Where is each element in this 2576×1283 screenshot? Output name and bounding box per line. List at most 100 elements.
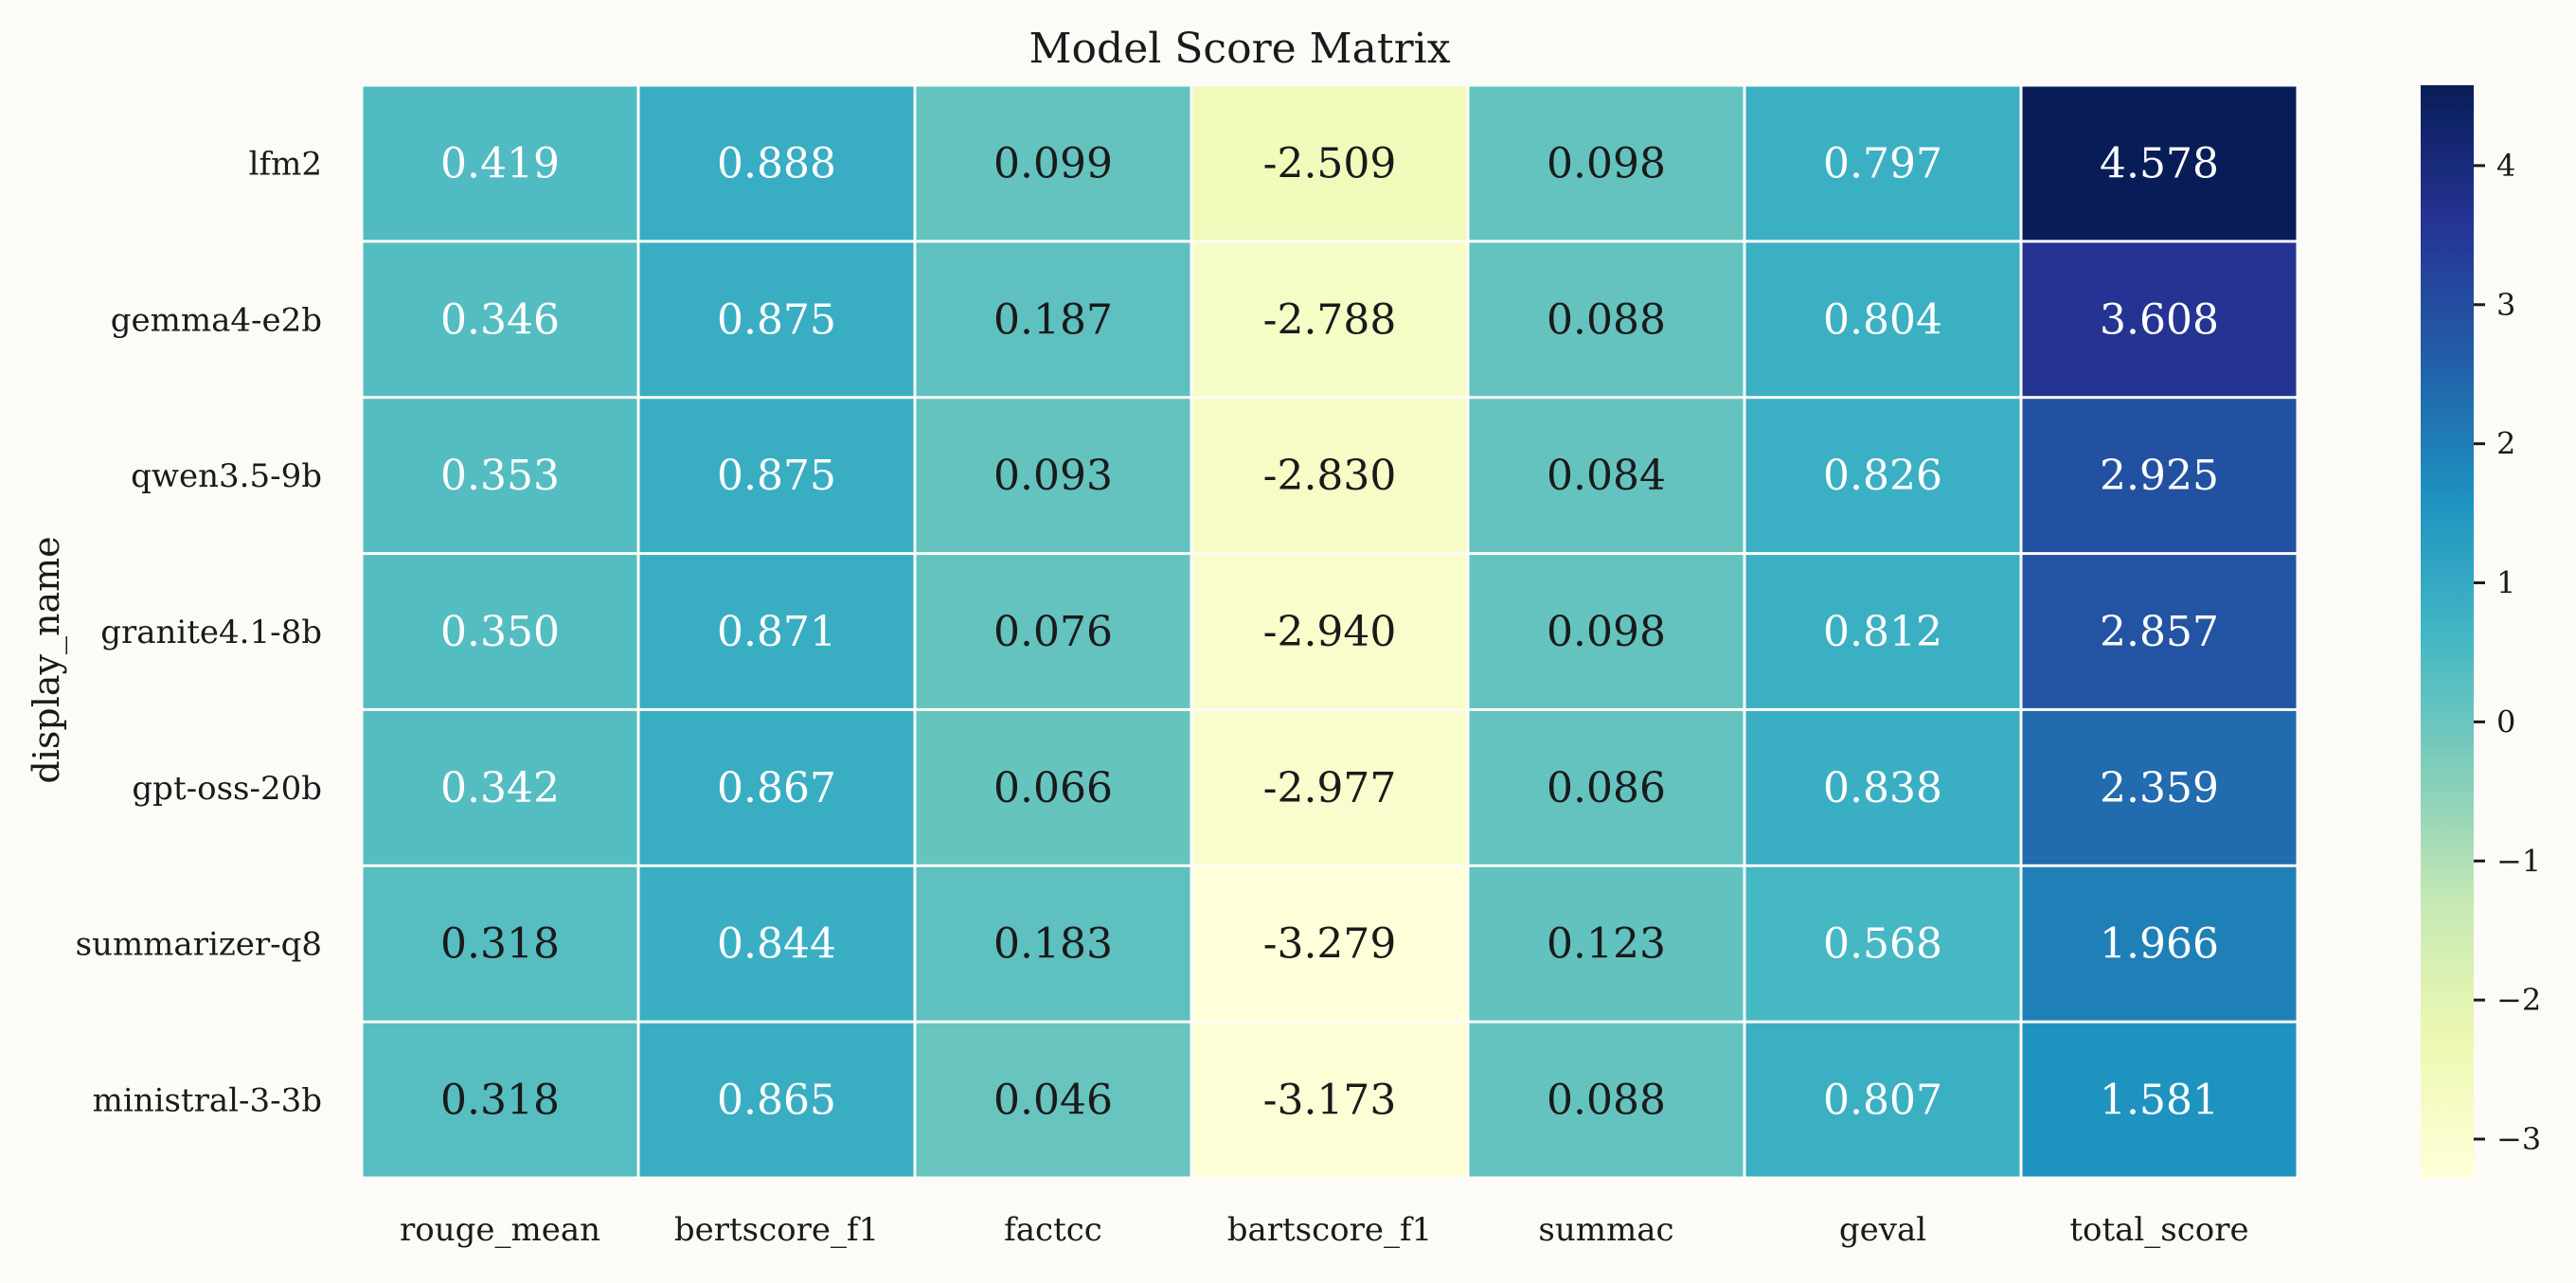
colorbar-tick-label: 3 [2496,287,2515,323]
heatmap-cell-gemma4-e2b-total_score [2022,242,2297,397]
heatmap-cell-granite4.1-8b-factcc [916,555,1190,708]
colorbar-tick-label: −1 [2496,843,2541,879]
row-label-gpt-oss-20b: gpt-oss-20b [132,770,322,808]
column-label-bertscore_f1: bertscore_f1 [674,1211,879,1249]
row-label-gemma4-e2b: gemma4-e2b [111,301,322,339]
cell-value-label: 0.875 [717,295,836,344]
cell-value-label: 0.183 [993,920,1113,969]
heatmap-cell-summarizer-q8-geval [1745,866,2020,1021]
column-label-geval: geval [1839,1211,1926,1249]
colorbar-tick-label: 0 [2496,704,2515,740]
heatmap-cell-summarizer-q8-bartscore_f1 [1192,866,1467,1021]
cell-value-label: 3.608 [2100,295,2219,344]
cell-value-label: 0.098 [1547,139,1666,187]
cell-value-label: 0.187 [993,295,1113,344]
heatmap-cell-gpt-oss-20b-geval [1745,710,2020,864]
heatmap-cell-gpt-oss-20b-total_score [2022,710,2297,864]
cell-value-label: 0.123 [1547,920,1666,969]
heatmap-cell-gemma4-e2b-rouge_mean [363,242,637,397]
cell-value-label: -2.788 [1263,295,1397,344]
heatmap-cell-lfm2-bartscore_f1 [1192,86,1467,241]
cell-value-label: 0.318 [440,920,560,969]
heatmap-cells [363,86,2297,1177]
colorbar-tick-label: 1 [2496,565,2515,601]
row-label-summarizer-q8: summarizer-q8 [76,926,322,964]
heatmap-cell-granite4.1-8b-geval [1745,555,2020,708]
colorbar-tick-label: −2 [2496,982,2541,1018]
cell-value-label: 0.088 [1547,1077,1666,1125]
heatmap-cell-summarizer-q8-bertscore_f1 [639,866,914,1021]
row-label-ministral-3-3b: ministral-3-3b [93,1082,322,1120]
cell-value-label: 0.084 [1547,452,1666,500]
cell-value-label: 0.342 [440,764,560,812]
cell-value-label: 0.088 [1547,295,1666,344]
heatmap-cell-summarizer-q8-factcc [916,866,1190,1021]
row-labels: lfm2 gemma4-e2b qwen3.5-9b granite4.1-8b gpt… [76,145,322,1119]
heatmap-cell-gpt-oss-20b-summac [1469,710,1744,864]
cell-value-label: 1.581 [2100,1077,2219,1125]
cell-value-label: 1.966 [2100,920,2219,969]
cell-value-label: 0.350 [440,608,560,656]
cell-value-label: 0.066 [993,764,1113,812]
cell-value-label: -2.830 [1263,452,1397,500]
cell-value-label: 4.578 [2100,139,2219,187]
heatmap-cell-qwen3.5-9b-factcc [916,399,1190,553]
cell-value-label: 2.359 [2100,764,2219,812]
cell-value-labels: 0.419 0.888 0.099 -2.509 0.098 0.797 4.578 0.34… [440,139,2219,1124]
cell-value-label: -2.509 [1263,139,1397,187]
heatmap-cell-qwen3.5-9b-bartscore_f1 [1192,399,1467,553]
heatmap-cell-granite4.1-8b-bartscore_f1 [1192,555,1467,708]
colorbar-ticks: 4 3 2 1 0 −1 −2 −3 [2474,148,2541,1157]
cell-value-label: -3.173 [1263,1077,1397,1125]
cell-value-label: 0.804 [1823,295,1942,344]
cell-value-label: 0.888 [717,139,836,187]
heatmap-cell-gemma4-e2b-bertscore_f1 [639,242,914,397]
colorbar-tick-label: 2 [2496,426,2515,462]
heatmap-cell-summarizer-q8-rouge_mean [363,866,637,1021]
cell-value-label: 0.865 [717,1077,836,1125]
heatmap-cell-ministral-3-3b-geval [1745,1023,2020,1177]
heatmap-cell-granite4.1-8b-rouge_mean [363,555,637,708]
cell-value-label: 0.797 [1823,139,1942,187]
heatmap-cell-gemma4-e2b-bartscore_f1 [1192,242,1467,397]
heatmap-cell-lfm2-geval [1745,86,2020,241]
column-label-total_score: total_score [2069,1211,2248,1249]
cell-value-label: 0.838 [1823,764,1942,812]
row-label-qwen3.5-9b: qwen3.5-9b [131,457,322,495]
cell-value-label: 0.346 [440,295,560,344]
cell-value-label: 0.093 [993,452,1113,500]
heatmap-cell-ministral-3-3b-bertscore_f1 [639,1023,914,1177]
heatmap-cell-gpt-oss-20b-factcc [916,710,1190,864]
cell-value-label: 0.844 [717,920,836,969]
cell-value-label: 0.812 [1823,608,1942,656]
heatmap-cell-summarizer-q8-total_score [2022,866,2297,1021]
colorbar [2421,85,2474,1178]
cell-value-label: 0.875 [717,452,836,500]
heatmap-cell-ministral-3-3b-rouge_mean [363,1023,637,1177]
column-label-factcc: factcc [1004,1211,1102,1249]
heatmap-cell-lfm2-rouge_mean [363,86,637,241]
heatmap-cell-lfm2-total_score [2022,86,2297,241]
heatmap-cell-gpt-oss-20b-rouge_mean [363,710,637,864]
heatmap-cell-ministral-3-3b-factcc [916,1023,1190,1177]
column-label-bartscore_f1: bartscore_f1 [1227,1211,1433,1249]
heatmap-cell-qwen3.5-9b-bertscore_f1 [639,399,914,553]
heatmap-cell-granite4.1-8b-total_score [2022,555,2297,708]
heatmap-cell-summarizer-q8-summac [1469,866,1744,1021]
heatmap-cell-gemma4-e2b-factcc [916,242,1190,397]
row-label-granite4.1-8b: granite4.1-8b [100,614,322,651]
cell-value-label: 0.099 [993,139,1113,187]
cell-value-label: 0.871 [717,608,836,656]
cell-value-label: -2.977 [1263,764,1397,812]
heatmap-cell-ministral-3-3b-summac [1469,1023,1744,1177]
heatmap-cell-granite4.1-8b-bertscore_f1 [639,555,914,708]
cell-value-label: -2.940 [1263,608,1397,656]
heatmap-cell-lfm2-summac [1469,86,1744,241]
cell-value-label: 0.086 [1547,764,1666,812]
heatmap-cell-gemma4-e2b-summac [1469,242,1744,397]
heatmap-cell-lfm2-bertscore_f1 [639,86,914,241]
cell-value-label: 0.046 [993,1077,1113,1125]
cell-value-label: 0.076 [993,608,1113,656]
heatmap-cell-qwen3.5-9b-summac [1469,399,1744,553]
